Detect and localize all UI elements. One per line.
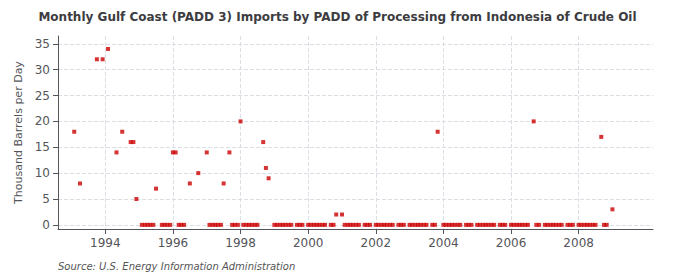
- svg-text:30: 30: [35, 63, 50, 77]
- svg-text:15: 15: [35, 140, 50, 154]
- svg-text:35: 35: [35, 37, 50, 51]
- svg-text:Thousand Barrels per Day: Thousand Barrels per Day: [12, 61, 25, 205]
- svg-text:25: 25: [35, 89, 50, 103]
- svg-text:2004: 2004: [428, 236, 459, 250]
- svg-text:Monthly Gulf Coast (PADD 3) Im: Monthly Gulf Coast (PADD 3) Imports by P…: [38, 10, 636, 24]
- svg-text:0: 0: [42, 218, 50, 232]
- svg-text:1994: 1994: [90, 236, 121, 250]
- svg-text:10: 10: [35, 166, 50, 180]
- svg-text:Source: U.S. Energy Informatio: Source: U.S. Energy Information Administ…: [58, 261, 295, 272]
- svg-text:1998: 1998: [225, 236, 256, 250]
- svg-text:2000: 2000: [293, 236, 324, 250]
- svg-text:1996: 1996: [158, 236, 189, 250]
- svg-text:2008: 2008: [563, 236, 594, 250]
- svg-text:5: 5: [42, 192, 50, 206]
- svg-text:20: 20: [35, 114, 50, 128]
- svg-text:2006: 2006: [496, 236, 527, 250]
- svg-text:2002: 2002: [361, 236, 392, 250]
